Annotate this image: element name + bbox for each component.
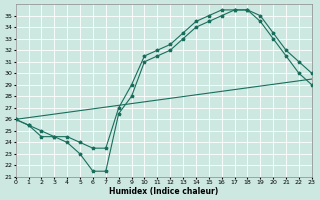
X-axis label: Humidex (Indice chaleur): Humidex (Indice chaleur) (109, 187, 218, 196)
